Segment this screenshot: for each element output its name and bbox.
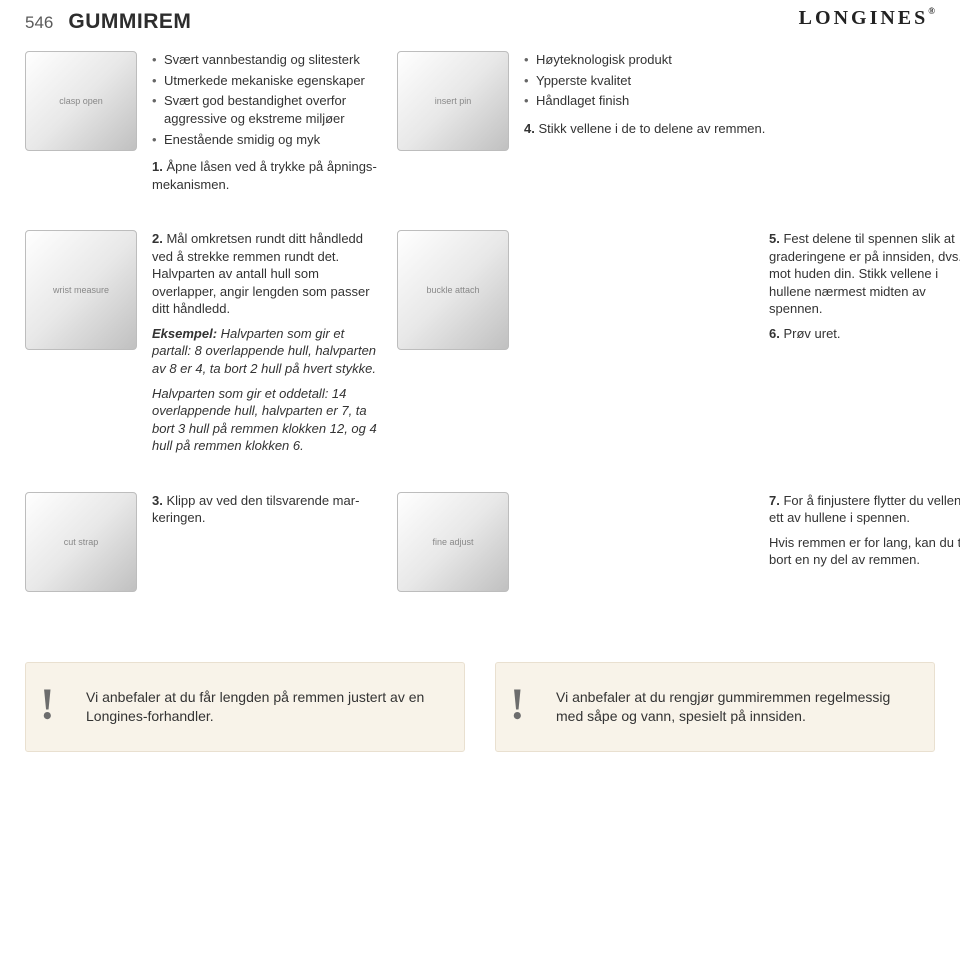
header-left: 546 GUMMIREM bbox=[25, 8, 191, 36]
left-col-1: Svært vannbestandig og slitesterk Utmerk… bbox=[152, 51, 382, 200]
page-title: GUMMIREM bbox=[68, 8, 191, 36]
example-label: Eksempel: bbox=[152, 326, 217, 341]
step-num: 7. bbox=[769, 493, 780, 508]
step-1: 1. Åpne låsen ved å trykke på åpnings­me… bbox=[152, 158, 382, 193]
step-num: 6. bbox=[769, 326, 780, 341]
step-num: 1. bbox=[152, 159, 163, 174]
note-text: Vi anbefaler at du får lengden på remmen… bbox=[86, 688, 442, 726]
right-col-1: Høyteknologisk produkt Ypperste kvalitet… bbox=[524, 51, 960, 200]
main-grid: clasp open Svært vannbestandig og slites… bbox=[0, 51, 960, 591]
list-item: Svært god bestandighet overfor aggressiv… bbox=[152, 92, 382, 127]
step-num: 2. bbox=[152, 231, 163, 246]
step-text: Klipp av ved den tilsvarende mar­keringe… bbox=[152, 493, 359, 526]
note-text: Vi anbefaler at du rengjør gummiremmen r… bbox=[556, 688, 912, 726]
step-text: Åpne låsen ved å trykke på åpnings­mekan… bbox=[152, 159, 377, 192]
right-col-2a bbox=[524, 230, 754, 462]
right-col-3a bbox=[524, 492, 754, 592]
step-num: 3. bbox=[152, 493, 163, 508]
note-box-1: Vi anbefaler at du får lengden på remmen… bbox=[25, 662, 465, 752]
illustration-4: insert pin bbox=[397, 51, 509, 151]
page-number: 546 bbox=[25, 12, 53, 35]
illustration-3: cut strap bbox=[25, 492, 137, 592]
list-item: Høyteknologisk produkt bbox=[524, 51, 960, 69]
right-col-3b: 7. For å finjustere flytter du vellen ti… bbox=[769, 492, 960, 592]
step-2: 2. Mål omkretsen rundt ditt håndledd ved… bbox=[152, 230, 382, 318]
list-item: Svært vannbestandig og slitesterk bbox=[152, 51, 382, 69]
list-item: Ypperste kvalitet bbox=[524, 72, 960, 90]
feature-list-right: Høyteknologisk produkt Ypperste kvalitet… bbox=[524, 51, 960, 110]
brand-logo: LONGINES bbox=[799, 5, 935, 32]
step-text: Stikk vellene i de to delene av remmen. bbox=[535, 121, 766, 136]
right-col-2b: 5. Fest delene til spennen slik at grade… bbox=[769, 230, 960, 462]
left-col-2: 2. Mål omkretsen rundt ditt håndledd ved… bbox=[152, 230, 382, 462]
illustration-1: clasp open bbox=[25, 51, 137, 151]
list-item: Håndlaget finish bbox=[524, 92, 960, 110]
step-2-example-2: Halvparten som gir et oddetall: 14 overl… bbox=[152, 385, 382, 455]
left-col-3: 3. Klipp av ved den tilsvarende mar­keri… bbox=[152, 492, 382, 592]
illustration-7: fine adjust bbox=[397, 492, 509, 592]
step-3: 3. Klipp av ved den tilsvarende mar­keri… bbox=[152, 492, 382, 527]
step-4: 4. Stikk vellene i de to delene av remme… bbox=[524, 120, 960, 138]
list-item: Utmerkede mekaniske egenskaper bbox=[152, 72, 382, 90]
illustration-2: wrist measure bbox=[25, 230, 137, 350]
note-box-2: Vi anbefaler at du rengjør gummiremmen r… bbox=[495, 662, 935, 752]
step-7: 7. For å finjustere flytter du vellen ti… bbox=[769, 492, 960, 527]
feature-list-left: Svært vannbestandig og slitesterk Utmerk… bbox=[152, 51, 382, 148]
step-num: 4. bbox=[524, 121, 535, 136]
step-num: 5. bbox=[769, 231, 780, 246]
step-text: Mål omkretsen rundt ditt håndledd ved å … bbox=[152, 231, 370, 316]
page-header: 546 GUMMIREM LONGINES bbox=[0, 0, 960, 51]
illustration-5: buckle attach bbox=[397, 230, 509, 350]
step-text: For å finjustere flytter du vellen til e… bbox=[769, 493, 960, 526]
step-7b: Hvis remmen er for lang, kan du ta bort … bbox=[769, 534, 960, 569]
list-item: Enestående smidig og myk bbox=[152, 131, 382, 149]
step-text: Prøv uret. bbox=[780, 326, 841, 341]
step-text: Fest delene til spennen slik at graderin… bbox=[769, 231, 960, 316]
step-5: 5. Fest delene til spennen slik at grade… bbox=[769, 230, 960, 318]
step-6: 6. Prøv uret. bbox=[769, 325, 960, 343]
notes-row: Vi anbefaler at du får lengden på remmen… bbox=[0, 662, 960, 752]
step-2-example: Eksempel: Halvparten som gir et partall:… bbox=[152, 325, 382, 378]
